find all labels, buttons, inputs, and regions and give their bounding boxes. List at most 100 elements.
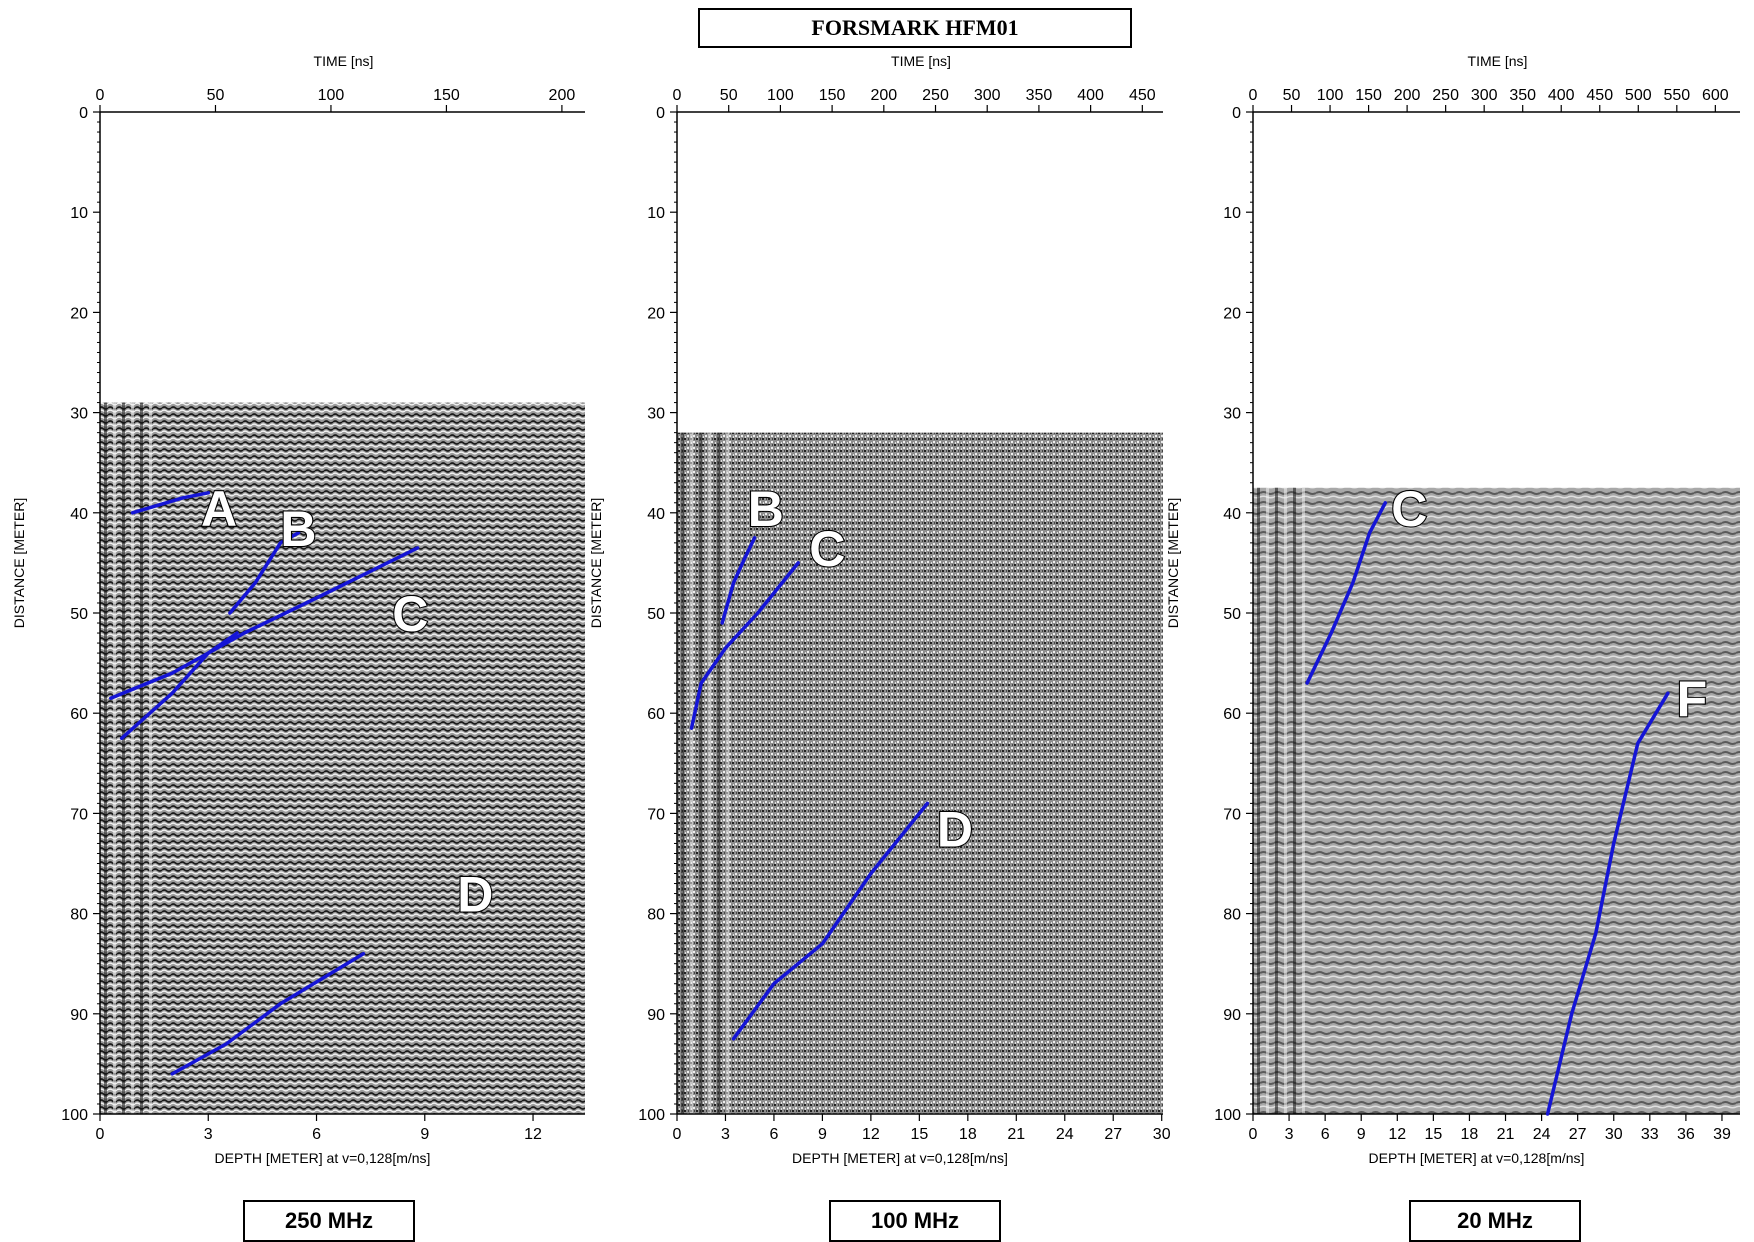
depth-tick-label: 33 — [1641, 1126, 1659, 1143]
time-tick-label: 300 — [974, 87, 1001, 104]
depth-tick-label: 18 — [959, 1126, 977, 1143]
depth-tick-label: 27 — [1104, 1126, 1122, 1143]
reflector-line-B — [228, 531, 301, 615]
distance-tick-label: 20 — [70, 305, 88, 322]
depth-tick-label: 27 — [1569, 1126, 1587, 1143]
distance-tick-label: 80 — [1223, 907, 1241, 924]
distance-tick-label: 10 — [647, 205, 665, 222]
depth-tick-label: 3 — [721, 1126, 730, 1143]
distance-axis-title: DISTANCE [METER] — [1165, 498, 1181, 628]
time-tick-label: 100 — [318, 87, 345, 104]
depth-tick-label: 15 — [1424, 1126, 1442, 1143]
depth-tick-label: 21 — [1497, 1126, 1515, 1143]
depth-tick-label: 3 — [204, 1126, 213, 1143]
reflector-line-A — [130, 491, 211, 515]
distance-tick-label: 30 — [70, 406, 88, 423]
direct-wave-band — [113, 402, 116, 1115]
distance-tick-label: 40 — [70, 506, 88, 523]
reflector-label-B: B — [280, 501, 316, 557]
frequency-label-100: 100 MHz — [829, 1200, 1001, 1242]
depth-tick-label: 12 — [524, 1126, 542, 1143]
distance-tick-label: 90 — [647, 1007, 665, 1024]
time-axis-title: TIME [ns] — [314, 53, 374, 69]
distance-tick-label: 70 — [1223, 806, 1241, 823]
time-tick-label: 150 — [433, 87, 460, 104]
time-tick-label: 500 — [1625, 87, 1652, 104]
distance-tick-label: 50 — [70, 606, 88, 623]
reflector-line-B — [720, 536, 757, 625]
reflector-line-C — [1305, 501, 1388, 685]
direct-wave-band — [1257, 487, 1260, 1114]
time-tick-label: 50 — [720, 87, 738, 104]
direct-wave-band — [140, 402, 143, 1115]
reflector-label-C: C — [1391, 481, 1427, 537]
reflector-label-A: A — [201, 481, 237, 537]
time-tick-label: 100 — [1317, 87, 1344, 104]
time-tick-label: 100 — [767, 87, 794, 104]
distance-tick-label: 50 — [1223, 606, 1241, 623]
time-tick-label: 50 — [207, 87, 225, 104]
depth-tick-label: 0 — [1249, 1126, 1258, 1143]
time-tick-label: 50 — [1283, 87, 1301, 104]
distance-tick-label: 70 — [647, 806, 665, 823]
distance-tick-label: 100 — [61, 1107, 88, 1124]
distance-tick-label: 20 — [1223, 305, 1241, 322]
reflector-label-D: D — [937, 801, 973, 857]
depth-tick-label: 3 — [1285, 1126, 1294, 1143]
depth-tick-label: 9 — [420, 1126, 429, 1143]
direct-wave-band — [1275, 487, 1278, 1114]
reflector-label-D: D — [457, 867, 493, 923]
depth-tick-label: 36 — [1677, 1126, 1695, 1143]
time-tick-label: 0 — [96, 87, 105, 104]
distance-tick-label: 70 — [70, 806, 88, 823]
reflector-line-D — [170, 951, 366, 1076]
time-tick-label: 250 — [922, 87, 949, 104]
direct-wave-band — [131, 402, 134, 1115]
direct-wave-band — [1266, 487, 1269, 1114]
time-tick-label: 600 — [1702, 87, 1729, 104]
time-tick-label: 350 — [1026, 87, 1053, 104]
depth-tick-label: 30 — [1153, 1126, 1171, 1143]
figure-title: FORSMARK HFM01 — [698, 8, 1132, 48]
depth-tick-label: 0 — [96, 1126, 105, 1143]
depth-tick-label: 24 — [1056, 1126, 1074, 1143]
time-tick-label: 400 — [1077, 87, 1104, 104]
time-tick-label: 550 — [1663, 87, 1690, 104]
depth-tick-label: 18 — [1461, 1126, 1479, 1143]
radargram-image — [1253, 487, 1740, 1114]
depth-tick-label: 6 — [769, 1126, 778, 1143]
distance-tick-label: 100 — [638, 1107, 665, 1124]
distance-tick-label: 20 — [647, 305, 665, 322]
direct-wave-band — [1284, 487, 1287, 1114]
time-tick-label: 200 — [870, 87, 897, 104]
direct-wave-band — [104, 402, 107, 1115]
reflector-label-B: B — [748, 481, 784, 537]
distance-tick-label: 90 — [1223, 1007, 1241, 1024]
time-tick-label: 450 — [1586, 87, 1613, 104]
reflector-line-C — [689, 561, 800, 730]
depth-tick-label: 9 — [1357, 1126, 1366, 1143]
depth-tick-label: 21 — [1007, 1126, 1025, 1143]
distance-tick-label: 100 — [1214, 1107, 1241, 1124]
depth-tick-label: 9 — [818, 1126, 827, 1143]
direct-wave-band — [699, 432, 702, 1114]
time-tick-label: 350 — [1509, 87, 1536, 104]
distance-tick-label: 60 — [647, 706, 665, 723]
reflector-label-C: C — [392, 586, 428, 642]
depth-tick-label: 30 — [1605, 1126, 1623, 1143]
depth-tick-label: 24 — [1533, 1126, 1551, 1143]
distance-tick-label: 80 — [647, 907, 665, 924]
distance-tick-label: 80 — [70, 907, 88, 924]
direct-wave-band — [681, 432, 684, 1114]
direct-wave-band — [122, 402, 125, 1115]
radargram-image — [677, 432, 1163, 1114]
distance-tick-label: 60 — [70, 706, 88, 723]
depth-tick-label: 0 — [673, 1126, 682, 1143]
distance-axis-title: DISTANCE [METER] — [588, 498, 604, 628]
distance-tick-label: 30 — [1223, 406, 1241, 423]
time-tick-label: 200 — [549, 87, 576, 104]
depth-tick-label: 12 — [1388, 1126, 1406, 1143]
